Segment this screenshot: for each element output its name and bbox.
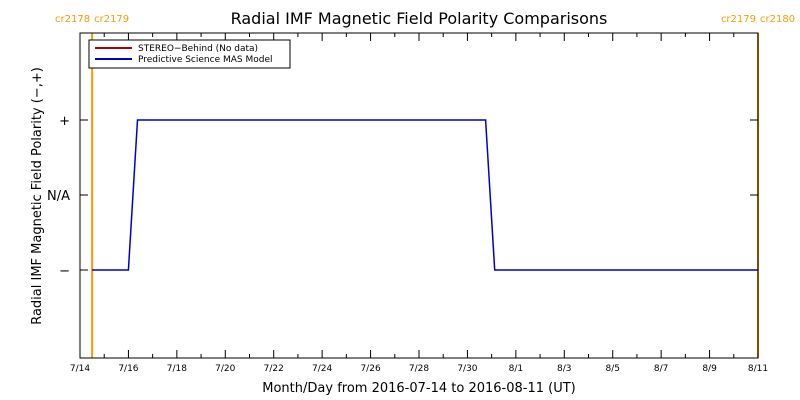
x-tick-label: 8/5	[605, 364, 619, 374]
x-tick-label: 7/24	[312, 364, 332, 374]
legend-label: STEREO−Behind (No data)	[138, 44, 258, 54]
legend: STEREO−Behind (No data)Predictive Scienc…	[88, 39, 291, 69]
x-tick-label: 7/20	[215, 364, 235, 374]
carrington-rotation-labels: cr2178 cr2179 cr2179 cr2180	[55, 14, 795, 25]
cr-label-left: cr2178	[55, 14, 90, 25]
x-tick-label: 8/9	[702, 364, 717, 374]
x-tick-label: 8/1	[509, 364, 523, 374]
x-tick-label: 8/3	[557, 364, 571, 374]
y-tick-label: −	[59, 264, 70, 279]
cr-label-left: cr2179	[721, 14, 756, 25]
x-tick-label: 7/26	[360, 364, 380, 374]
x-tick-label: 8/7	[654, 364, 668, 374]
legend-box	[88, 39, 291, 69]
x-axis-label: Month/Day from 2016-07-14 to 2016-08-11 …	[262, 381, 575, 396]
chart-title: Radial IMF Magnetic Field Polarity Compa…	[231, 9, 608, 28]
x-tick-label: 7/18	[167, 364, 187, 374]
x-tick-label: 7/30	[457, 364, 477, 374]
x-tick-label: 8/11	[748, 364, 768, 374]
cr-label-right: cr2179	[94, 14, 129, 25]
series-line-mas-model	[92, 119, 758, 271]
x-tick-label: 7/22	[264, 364, 284, 374]
legend-label: Predictive Science MAS Model	[138, 55, 273, 65]
x-tick-label: 7/28	[409, 364, 429, 374]
x-tick-label: 7/16	[118, 364, 138, 374]
series-lines	[92, 119, 758, 271]
y-axis-ticks: + N/A −	[47, 114, 758, 279]
cr-label-right: cr2180	[760, 14, 795, 25]
x-axis-ticks: 7/14 7/16 7/18 7/20 7/22 7/24 7/26 7/28 7/30 8/1 8…	[70, 33, 768, 374]
y-tick-label: +	[59, 114, 70, 129]
y-axis-label: Radial IMF Magnetic Field Polarity (−,+)	[30, 67, 45, 325]
x-tick-label: 7/14	[70, 364, 90, 374]
y-tick-label: N/A	[47, 189, 70, 204]
